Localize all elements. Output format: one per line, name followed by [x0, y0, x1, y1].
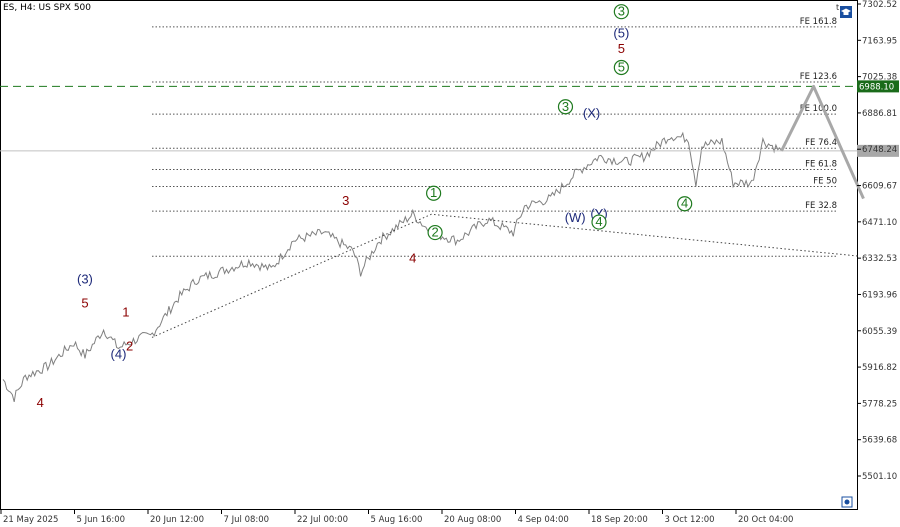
x-tick-label: 4 Sep 04:00 — [518, 515, 569, 525]
x-tick-label: 20 Jun 12:00 — [150, 515, 204, 525]
y-tick-label: 5778.25 — [862, 399, 897, 409]
wave-label: 3 — [342, 193, 349, 208]
fib-level-label: FE 161.8 — [800, 17, 837, 27]
target-price-label: 6988.10 — [859, 82, 894, 92]
x-tick-label: 5 Jun 16:00 — [77, 515, 126, 525]
wave-label-circle — [613, 4, 629, 20]
fib-level-label: FE 123.6 — [800, 72, 837, 82]
corner-glyph[interactable]: t — [836, 3, 839, 12]
wave-label: 5 — [81, 295, 88, 310]
y-tick-label: 7163.95 — [862, 36, 897, 46]
wave-label-circle — [591, 214, 607, 230]
chart-frame — [0, 0, 858, 510]
chart-settings-icon[interactable] — [841, 496, 853, 508]
wave-label: 4 — [37, 395, 44, 410]
wave-label: 3 — [618, 4, 625, 19]
wave-label-circle — [557, 99, 574, 115]
wave-label: (4) — [111, 346, 127, 361]
x-tick-label: 7 Jul 08:00 — [224, 515, 270, 525]
wave-label-circle — [677, 196, 693, 212]
y-tick-label: 5639.68 — [862, 436, 897, 446]
x-tick-label: 21 May 2025 — [3, 515, 58, 525]
wave-label: (5) — [613, 25, 629, 40]
x-tick-label: 5 Aug 16:00 — [371, 515, 423, 525]
last-price-marker — [857, 144, 899, 157]
x-tick-label: 3 Oct 12:00 — [665, 515, 715, 525]
wave-label: 1 — [122, 304, 129, 319]
wave-label: (W) — [565, 210, 586, 225]
projection-path — [780, 84, 865, 200]
y-tick-label: 6055.39 — [862, 327, 897, 337]
wave-label: 3 — [562, 99, 569, 114]
x-tick-label: 20 Aug 08:00 — [444, 515, 501, 525]
y-tick-label: 6471.10 — [862, 218, 897, 228]
wave-label-circle — [427, 224, 443, 241]
symbol-title: ES, H4: US SPX 500 — [3, 3, 91, 13]
y-tick-label: 7302.52 — [862, 0, 897, 10]
wave-label: (X) — [583, 105, 600, 120]
y-tick-label: 5501.10 — [862, 472, 897, 482]
wave-label: 2 — [431, 225, 438, 240]
wave-label: 2 — [126, 339, 133, 354]
wave-label: 5 — [618, 41, 625, 56]
y-tick-label: 6332.53 — [862, 254, 897, 264]
fib-level-label: FE 76.4 — [805, 138, 837, 148]
y-tick-label: 6886.81 — [862, 109, 897, 119]
wave-label: 4 — [409, 251, 416, 266]
y-tick-label: 6748.24 — [862, 145, 897, 155]
y-tick-label: 6609.67 — [862, 182, 897, 192]
wave-label: (3) — [77, 272, 93, 287]
y-tick-label: 5916.82 — [862, 363, 897, 373]
wave-label: 1 — [430, 185, 437, 200]
fib-level-label: FE 100.0 — [800, 104, 837, 114]
fib-level-label: FE 61.8 — [805, 159, 837, 169]
wave-label-circle — [613, 59, 629, 76]
fib-level-label: FE 32.8 — [805, 201, 837, 211]
wave-label: 4 — [681, 196, 688, 211]
support-trendline — [151, 213, 860, 338]
wave-label-circle — [426, 185, 442, 201]
wave-label: 5 — [618, 59, 625, 74]
fib-level-label: FE 50 — [813, 176, 837, 186]
target-price-marker — [857, 80, 899, 93]
y-tick-label: 6193.96 — [862, 290, 897, 300]
x-tick-label: 22 Jul 00:00 — [297, 515, 348, 525]
x-tick-label: 18 Sep 20:00 — [591, 515, 648, 525]
price-series-line — [2, 131, 782, 403]
graduation-cap-icon[interactable] — [840, 6, 852, 18]
y-tick-label: 7025.38 — [862, 73, 897, 83]
wave-label: 4 — [595, 214, 602, 229]
x-tick-label: 20 Oct 04:00 — [738, 515, 793, 525]
